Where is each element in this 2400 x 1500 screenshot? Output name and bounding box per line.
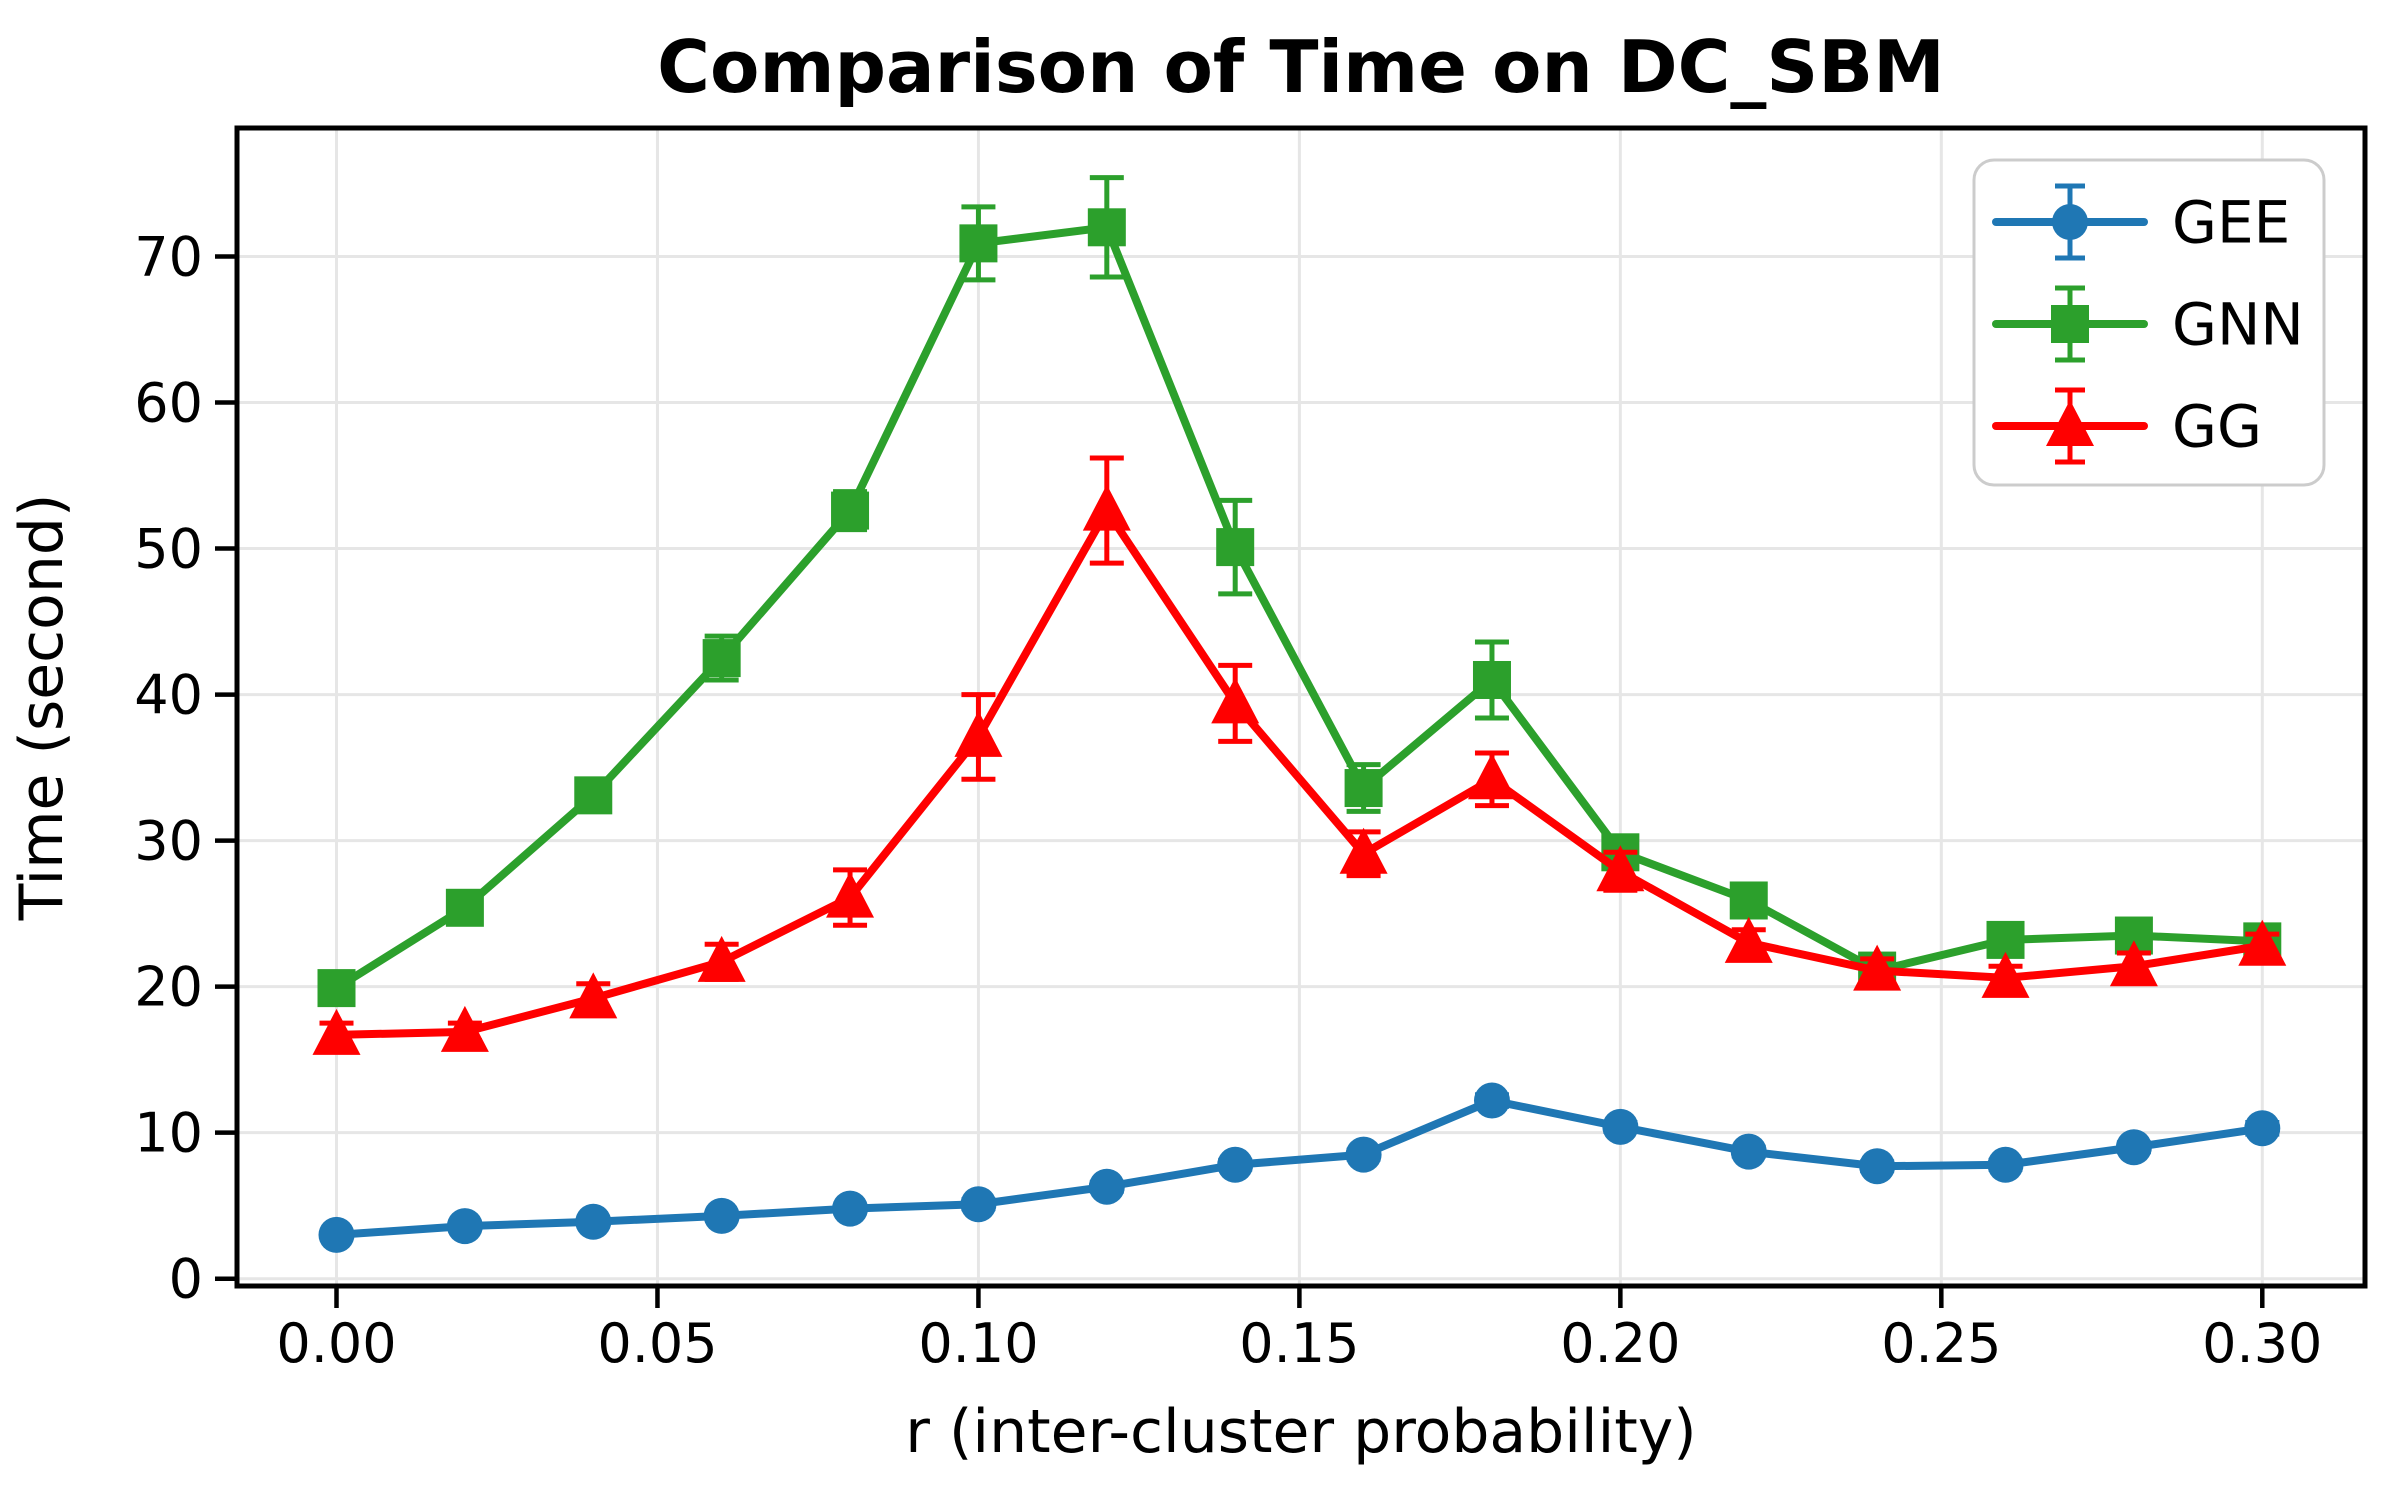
legend-sample-gee (1992, 183, 2148, 261)
data-point-square (317, 969, 356, 1008)
y-tick-label: 10 (134, 1102, 203, 1165)
data-point-circle (446, 1208, 483, 1245)
data-point-square (831, 491, 870, 530)
data-point-circle (2052, 204, 2088, 240)
y-tick-label: 30 (134, 810, 203, 873)
data-point-square (2051, 305, 2089, 343)
x-tick-label: 0.15 (1239, 1312, 1359, 1375)
data-point-triangle (2046, 400, 2094, 446)
data-point-circle (1602, 1108, 1639, 1145)
data-point-triangle (569, 972, 618, 1019)
data-point-circle (1088, 1168, 1125, 1205)
data-point-circle (318, 1216, 355, 1253)
data-point-square (1216, 528, 1255, 567)
data-point-square (1087, 208, 1126, 247)
data-point-triangle (697, 935, 746, 982)
y-tick-label: 70 (134, 225, 203, 288)
data-point-square (1472, 660, 1511, 699)
x-tick-label: 0.30 (2202, 1312, 2322, 1375)
data-point-triangle (312, 1008, 361, 1055)
legend-sample-gnn (1992, 285, 2148, 363)
data-point-triangle (954, 710, 1003, 757)
data-point-circle (1345, 1136, 1382, 1173)
x-tick-label: 0.10 (918, 1312, 1038, 1375)
data-point-square (574, 776, 613, 815)
x-tick-label: 0.25 (1881, 1312, 2001, 1375)
data-point-square (702, 639, 741, 678)
x-axis-label: r (inter-cluster probability) (905, 1397, 1696, 1467)
legend-marker-samples (1992, 183, 2148, 465)
chart-title: Comparison of Time on DC_SBM (657, 25, 1945, 109)
data-point-triangle (1211, 677, 1260, 724)
data-point-circle (832, 1190, 869, 1227)
legend-sample-gg (1992, 387, 2148, 465)
data-point-circle (960, 1186, 997, 1223)
data-point-triangle (1981, 951, 2030, 998)
data-point-triangle (440, 1005, 489, 1052)
data-point-triangle (1724, 916, 1773, 963)
data-point-triangle (1596, 845, 1645, 892)
x-tick-label: 0.05 (597, 1312, 717, 1375)
plot-frame (234, 125, 2368, 1289)
data-point-circle (1730, 1133, 1767, 1170)
data-point-triangle (2109, 940, 2158, 987)
data-point-triangle (1082, 484, 1131, 531)
x-tick-label: 0.00 (276, 1312, 396, 1375)
y-tick-label: 0 (169, 1248, 203, 1311)
series-gg (312, 455, 2287, 1055)
axis-ticks: 0.00 0.05 0.10 0.15 0.20 0.25 0.30 0 10 20 30 40 50 6… (134, 225, 2322, 1375)
y-tick-label: 60 (134, 371, 203, 434)
data-point-circle (2115, 1129, 2152, 1166)
data-point-triangle (1853, 944, 1902, 991)
y-tick-label: 20 (134, 956, 203, 1019)
data-point-circle (1217, 1146, 1254, 1183)
series-line (332, 506, 2267, 1039)
legend-label-gg: GG (2172, 392, 2262, 460)
legend-box (1972, 158, 2326, 487)
data-point-circle (1987, 1146, 2024, 1183)
legend-label-gee: GEE (2172, 188, 2290, 256)
x-tick-label: 0.20 (1560, 1312, 1680, 1375)
data-point-triangle (1467, 753, 1516, 800)
data-point-square (1344, 769, 1383, 808)
data-point-circle (1473, 1082, 1510, 1119)
data-point-square (1729, 881, 1768, 920)
data-point-square (959, 224, 998, 263)
y-tick-label: 40 (134, 663, 203, 726)
y-tick-label: 50 (134, 517, 203, 580)
series-line (332, 223, 2267, 993)
legend: GEE GNN GG (1972, 158, 2326, 487)
data-point-circle (703, 1197, 740, 1234)
data-point-circle (2244, 1110, 2281, 1147)
data-series (312, 175, 2287, 1253)
legend-label-gnn: GNN (2172, 290, 2304, 358)
data-point-triangle (2238, 919, 2287, 966)
series-line (332, 1096, 2267, 1239)
y-axis-label: Time (second) (7, 494, 77, 922)
data-point-square (445, 888, 484, 927)
data-point-circle (575, 1203, 612, 1240)
data-point-triangle (1339, 827, 1388, 874)
series-gee (318, 1082, 2281, 1253)
data-point-triangle (826, 871, 875, 918)
data-point-circle (1859, 1148, 1896, 1185)
